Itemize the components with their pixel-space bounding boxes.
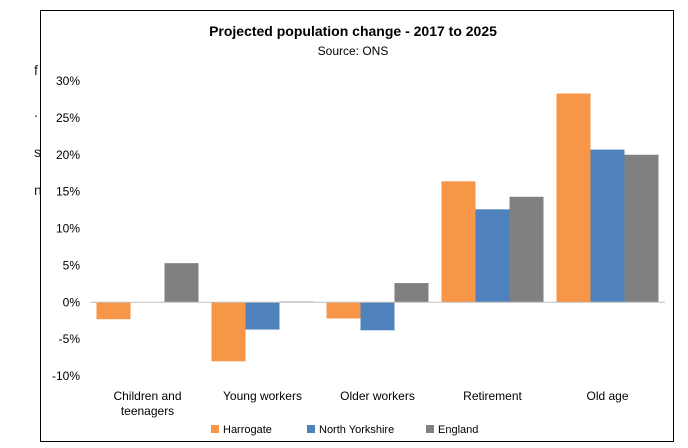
x-category-label-line: teenagers	[121, 404, 174, 418]
bar-england	[164, 263, 199, 303]
bar-harrogate	[326, 302, 361, 319]
chart-subtitle: Source: ONS	[318, 44, 389, 58]
legend-label: North Yorkshire	[319, 424, 394, 436]
edge-text-fragment: f . s n	[0, 0, 42, 448]
edge-char: f	[34, 62, 38, 78]
bar-england	[509, 196, 544, 303]
edge-char: .	[34, 104, 38, 120]
x-category-label: Young workers	[223, 389, 302, 403]
bar-north-yorkshire	[360, 302, 395, 331]
x-category-label-line: Older workers	[340, 389, 415, 403]
bar-north-yorkshire	[475, 209, 510, 303]
bar-england	[394, 283, 429, 303]
x-category-label: Children and teenagers	[113, 389, 181, 418]
y-tick-label: 5%	[63, 258, 81, 272]
y-tick-label: 15%	[56, 185, 80, 199]
edge-char: n	[34, 182, 42, 198]
bar-north-yorkshire	[590, 149, 625, 303]
legend-label: Harrogate	[223, 424, 272, 436]
legend-swatch	[426, 425, 434, 433]
x-category-label-line: Retirement	[463, 389, 522, 403]
x-category-label: Old age	[586, 389, 628, 403]
x-category-label-line: Children and	[113, 389, 181, 403]
x-category-label: Retirement	[463, 389, 522, 403]
chart-title: Projected population change - 2017 to 20…	[209, 23, 497, 39]
legend-label: England	[438, 424, 478, 436]
x-category-label-line: Old age	[586, 389, 628, 403]
y-tick-label: -10%	[52, 369, 80, 383]
y-tick-label: 0%	[63, 295, 81, 309]
legend-swatch	[211, 425, 219, 433]
y-tick-label: 30%	[56, 74, 80, 88]
edge-char: s	[34, 144, 41, 160]
y-tick-label: 20%	[56, 148, 80, 162]
bar-harrogate	[96, 302, 131, 320]
y-tick-label: 25%	[56, 111, 80, 125]
bar-harrogate	[556, 93, 591, 303]
bar-harrogate	[211, 302, 246, 362]
bar-north-yorkshire	[245, 302, 280, 330]
bar-england	[624, 154, 659, 303]
x-category-label: Older workers	[340, 389, 415, 403]
y-tick-label: -5%	[59, 332, 81, 346]
bar-harrogate	[441, 181, 476, 303]
x-category-label-line: Young workers	[223, 389, 302, 403]
legend-swatch	[307, 425, 315, 433]
y-tick-label: 10%	[56, 222, 80, 236]
